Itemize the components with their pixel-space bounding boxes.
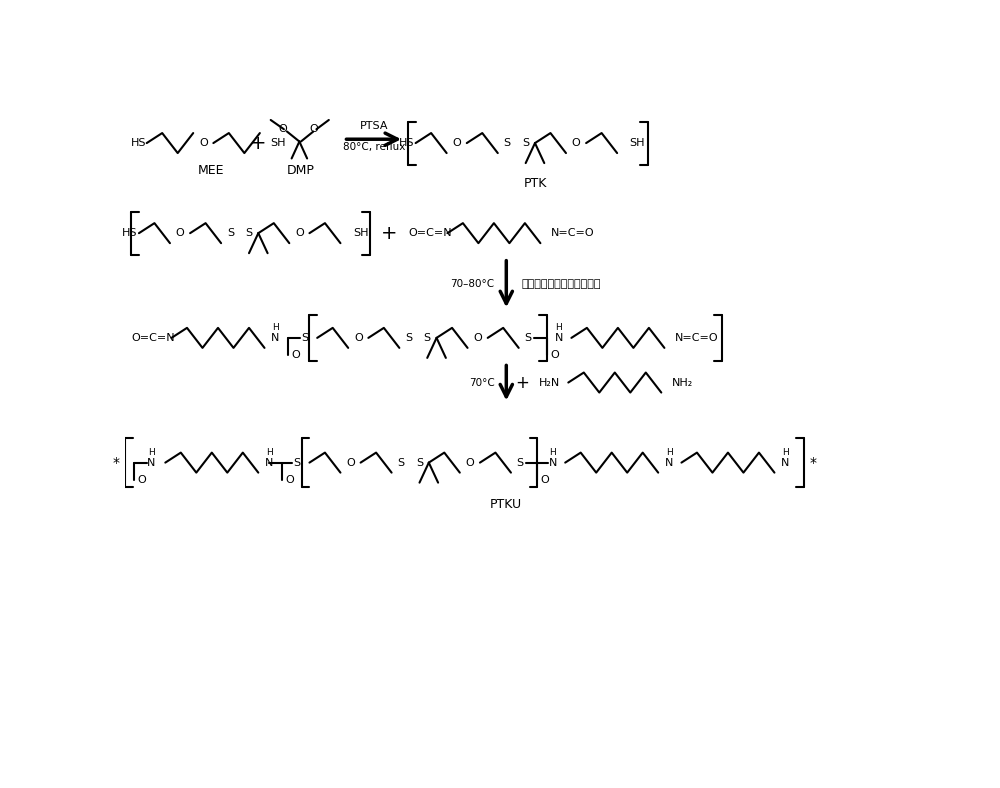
- Text: O: O: [452, 138, 461, 148]
- Text: PTSA: PTSA: [360, 121, 389, 131]
- Text: *: *: [810, 455, 817, 470]
- Text: O: O: [346, 458, 355, 467]
- Text: O: O: [138, 474, 146, 485]
- Text: O: O: [295, 229, 304, 238]
- Text: S: S: [301, 333, 308, 343]
- Text: +: +: [381, 224, 398, 243]
- Text: N: N: [555, 333, 563, 343]
- Text: SH: SH: [271, 138, 286, 148]
- Text: 70–80°C: 70–80°C: [451, 279, 495, 289]
- Text: S: S: [293, 458, 301, 467]
- Text: O: O: [309, 125, 318, 134]
- Text: O: O: [279, 125, 287, 134]
- Text: N: N: [549, 458, 557, 467]
- Text: N=C=O: N=C=O: [675, 333, 719, 343]
- Text: S: S: [504, 138, 511, 148]
- Text: O: O: [285, 474, 294, 485]
- Text: DMP: DMP: [287, 164, 315, 177]
- Text: O: O: [466, 458, 474, 467]
- Text: H: H: [556, 323, 562, 333]
- Text: O: O: [541, 474, 549, 485]
- Text: O: O: [354, 333, 363, 343]
- Text: SH: SH: [630, 138, 645, 148]
- Text: O: O: [473, 333, 482, 343]
- Text: 80°C, reflux: 80°C, reflux: [343, 142, 406, 152]
- Text: N: N: [781, 458, 789, 467]
- Text: S: S: [522, 138, 529, 148]
- Text: H₂N: H₂N: [539, 377, 560, 388]
- Text: O: O: [550, 350, 559, 360]
- Text: SH: SH: [353, 229, 368, 238]
- Text: O: O: [572, 138, 580, 148]
- Text: +: +: [250, 134, 267, 153]
- Text: MEE: MEE: [198, 164, 224, 177]
- Text: H: H: [266, 448, 273, 457]
- Text: O=C=N: O=C=N: [131, 333, 175, 343]
- Text: S: S: [245, 229, 253, 238]
- Text: HS: HS: [130, 138, 146, 148]
- Text: S: S: [416, 458, 423, 467]
- Text: HS: HS: [122, 229, 137, 238]
- Text: NH₂: NH₂: [672, 377, 693, 388]
- Text: S: S: [524, 333, 532, 343]
- Text: S: S: [424, 333, 431, 343]
- Text: HS: HS: [399, 138, 414, 148]
- Text: H: H: [272, 323, 279, 333]
- Text: N: N: [665, 458, 673, 467]
- Text: N: N: [265, 458, 273, 467]
- Text: +: +: [516, 374, 529, 392]
- Text: H: H: [782, 448, 789, 457]
- Text: S: S: [517, 458, 524, 467]
- Text: H: H: [148, 448, 155, 457]
- Text: 70°C: 70°C: [469, 377, 495, 388]
- Text: S: S: [397, 458, 404, 467]
- Text: S: S: [227, 229, 234, 238]
- Text: H: H: [666, 448, 672, 457]
- Text: 二月桂酸二丁基锡，三乙胺: 二月桂酸二丁基锡，三乙胺: [522, 279, 601, 289]
- Text: PTKU: PTKU: [490, 499, 522, 511]
- Text: O=C=N: O=C=N: [409, 229, 452, 238]
- Text: S: S: [405, 333, 412, 343]
- Text: H: H: [549, 448, 556, 457]
- Text: N: N: [271, 333, 280, 343]
- Text: O: O: [199, 138, 208, 148]
- Text: N=C=O: N=C=O: [551, 229, 595, 238]
- Text: O: O: [291, 350, 300, 360]
- Text: N: N: [147, 458, 156, 467]
- Text: PTK: PTK: [524, 177, 547, 190]
- Text: O: O: [176, 229, 184, 238]
- Text: *: *: [113, 455, 120, 470]
